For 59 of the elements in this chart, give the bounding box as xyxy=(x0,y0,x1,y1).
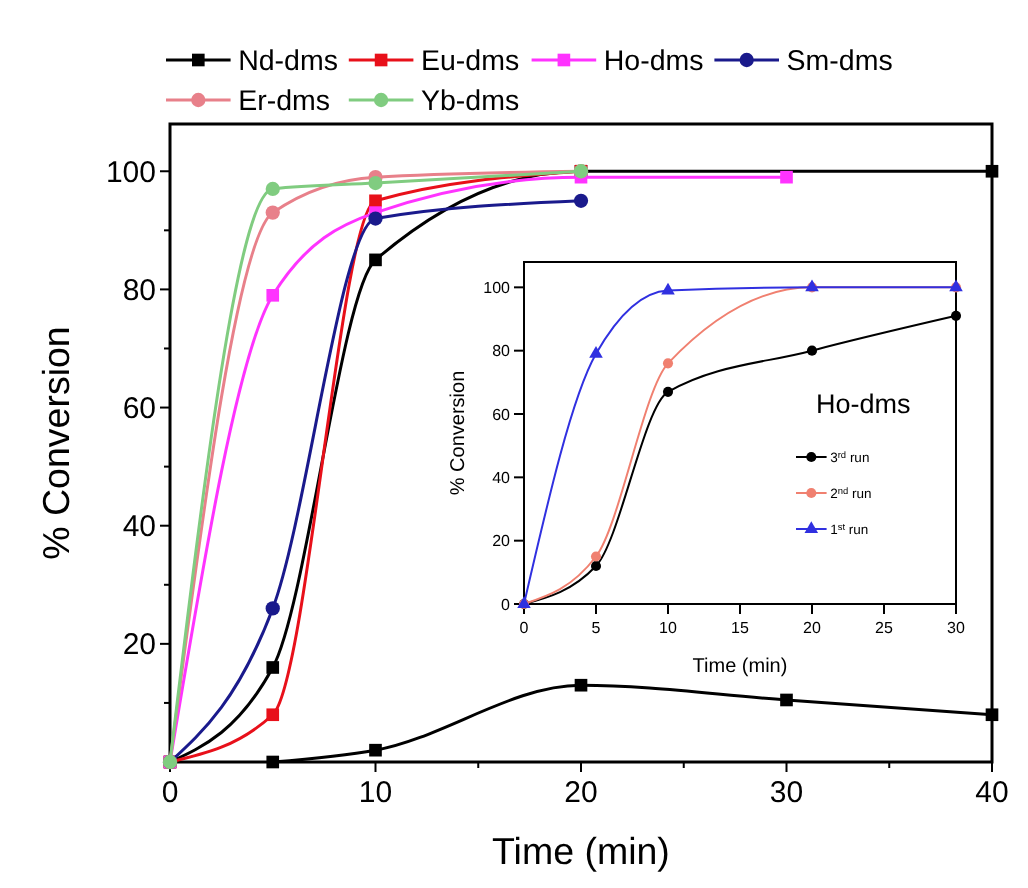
x-tick-label: 20 xyxy=(564,776,598,810)
x-tick-label: 25 xyxy=(875,618,894,637)
x-tick-label: 10 xyxy=(659,618,678,637)
point xyxy=(369,743,382,757)
x-tick-label: 30 xyxy=(947,618,966,637)
x-tick-label: 15 xyxy=(731,618,750,637)
x-tick-label: 40 xyxy=(975,776,1009,810)
point xyxy=(590,551,602,562)
x-tick-label: 30 xyxy=(769,776,804,810)
y-axis-title: % Conversion xyxy=(35,326,78,560)
x-tick-label: 0 xyxy=(161,776,179,810)
legend-title: Ho-dms xyxy=(816,389,912,419)
legend-label: Er-dms xyxy=(238,85,331,118)
legend-label: Nd-dms xyxy=(238,45,338,78)
point xyxy=(780,693,793,707)
point xyxy=(369,194,382,208)
legend-label: Sm-dms xyxy=(786,45,893,78)
y-tick-label: 60 xyxy=(122,392,156,427)
x-tick-label: 5 xyxy=(591,618,602,637)
legend-label: Eu-dms xyxy=(421,45,520,78)
y-tick-label: 40 xyxy=(492,468,512,487)
point xyxy=(369,253,382,267)
point xyxy=(985,708,999,722)
point xyxy=(266,288,280,302)
point xyxy=(265,181,280,197)
point xyxy=(368,211,383,226)
x-axis-title: Time (min) xyxy=(692,656,788,678)
point xyxy=(266,755,280,769)
legend-label: Ho-dms xyxy=(603,45,704,78)
point xyxy=(368,175,383,191)
y-axis-title: % Conversion xyxy=(448,370,470,496)
x-axis-title: Time (min) xyxy=(492,830,670,872)
point xyxy=(589,345,603,358)
point xyxy=(662,358,674,369)
point xyxy=(661,282,675,295)
y-tick-label: 60 xyxy=(492,405,512,424)
y-tick-label: 40 xyxy=(122,510,156,545)
point xyxy=(950,310,962,321)
x-tick-label: 10 xyxy=(358,776,393,810)
point xyxy=(265,205,280,220)
y-tick-label: 100 xyxy=(483,278,512,297)
point xyxy=(780,170,793,184)
y-tick-label: 80 xyxy=(122,273,156,308)
point xyxy=(265,601,280,616)
y-tick-label: 100 xyxy=(105,155,156,190)
x-tick-label: 20 xyxy=(803,618,822,637)
point xyxy=(573,193,589,208)
point xyxy=(985,164,999,178)
y-tick-label: 20 xyxy=(492,532,512,551)
point xyxy=(266,661,280,674)
point xyxy=(806,345,818,356)
y-tick-label: 0 xyxy=(501,595,512,614)
point xyxy=(662,386,674,397)
y-tick-label: 80 xyxy=(492,342,512,361)
point xyxy=(574,678,588,692)
point xyxy=(590,560,602,572)
x-tick-label: 0 xyxy=(519,618,530,637)
point xyxy=(266,708,280,722)
legend-label: Yb-dms xyxy=(421,85,520,118)
